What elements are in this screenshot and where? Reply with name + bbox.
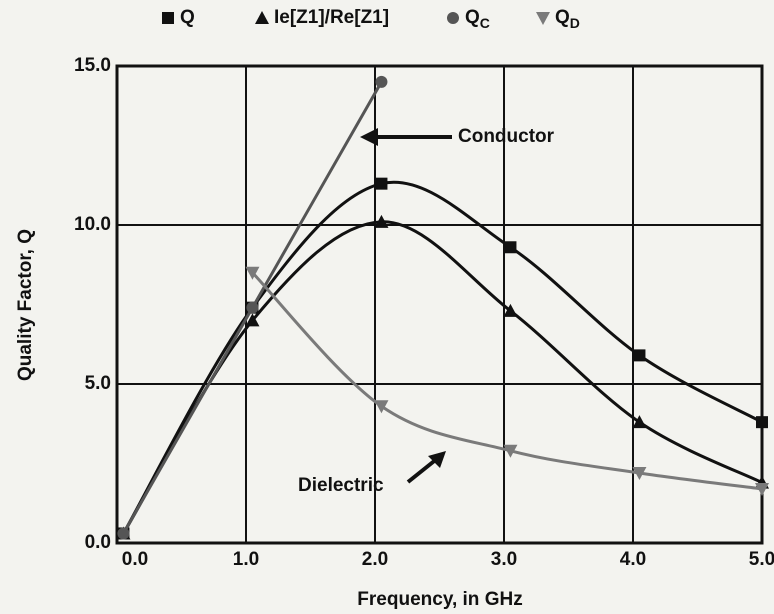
y-axis-title: Quality Factor, Q [15, 229, 36, 381]
marker [447, 12, 459, 24]
legend-label: QD [555, 7, 580, 31]
marker [245, 266, 260, 280]
marker [503, 444, 518, 458]
marker [632, 415, 647, 429]
x-tick-label: 3.0 [491, 549, 517, 570]
x-tick-label: 1.0 [233, 549, 259, 570]
arrow-head [428, 451, 446, 468]
y-tick-label: 15.0 [74, 55, 111, 76]
arrow [406, 456, 440, 484]
x-tick-label: 0.0 [122, 549, 148, 570]
legend-label: Ie[Z1]/Re[Z1] [274, 7, 389, 28]
legend-subscript: C [480, 15, 490, 31]
legend-label: QC [465, 7, 490, 31]
marker [503, 303, 518, 317]
plot-frame [115, 64, 764, 545]
marker [374, 400, 389, 414]
x-tick-label: 2.0 [362, 549, 388, 570]
legend-label: Q [180, 7, 195, 28]
marker [504, 241, 517, 254]
marker [755, 482, 769, 496]
marker [375, 75, 388, 88]
y-tick-label: 5.0 [85, 373, 111, 394]
marker [536, 12, 550, 25]
series-line [251, 271, 762, 491]
marker [374, 214, 389, 228]
annotation: Conductor [458, 126, 555, 147]
y-tick-label: 0.0 [85, 532, 111, 553]
legend-subscript: D [570, 15, 580, 31]
marker [375, 177, 388, 190]
arrow-head [360, 128, 378, 146]
x-tick-label: 5.0 [749, 549, 774, 570]
marker [245, 313, 260, 327]
marker [633, 349, 646, 362]
series-line [122, 180, 762, 535]
marker [255, 11, 269, 24]
annotation: Dielectric [298, 475, 384, 496]
x-tick-label: 4.0 [620, 549, 646, 570]
marker [756, 416, 768, 429]
marker [117, 527, 130, 540]
legend-text: Q [555, 7, 570, 28]
y-tick-label: 10.0 [74, 214, 111, 235]
legend-text: Q [465, 7, 480, 28]
marker [162, 12, 174, 24]
marker [246, 301, 259, 314]
series-line [122, 220, 762, 535]
marker [632, 467, 647, 481]
x-axis-title: Frequency, in GHz [357, 589, 522, 610]
